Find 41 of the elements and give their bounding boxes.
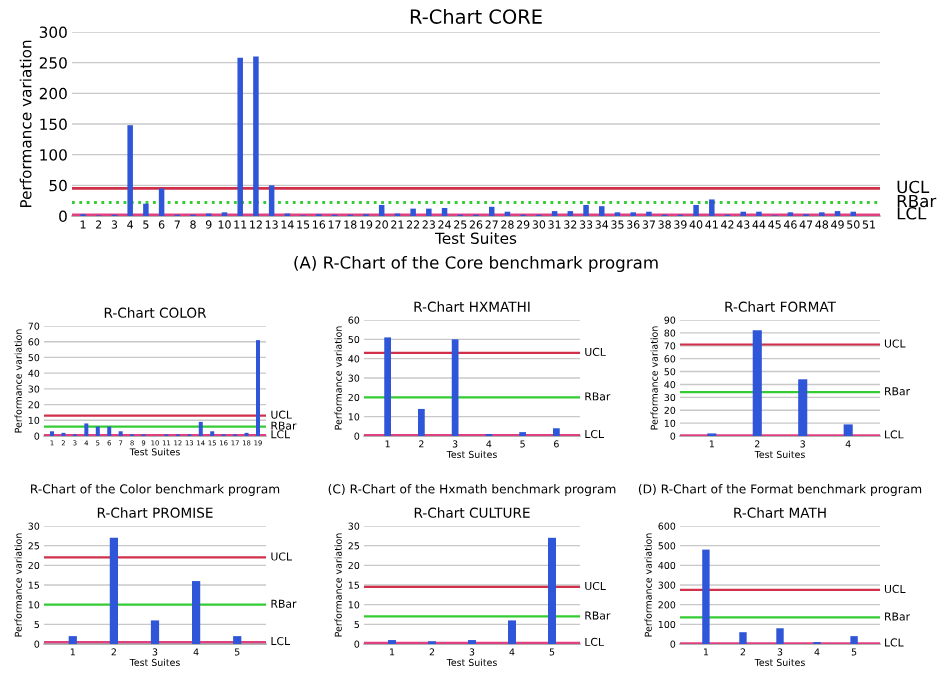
bar: [255, 340, 260, 436]
bar: [709, 199, 715, 216]
bar: [192, 581, 201, 644]
bar: [702, 549, 710, 644]
ref-line-label: LCL: [897, 207, 927, 220]
bar: [378, 204, 385, 216]
bar: [150, 620, 160, 644]
bar: [752, 330, 762, 436]
bar: [693, 204, 699, 216]
bar: [268, 185, 275, 216]
bar: [508, 620, 516, 644]
bar: [426, 208, 432, 216]
bar: [384, 337, 391, 436]
bar: [143, 203, 149, 216]
chart-title: R-Chart CORE: [410, 8, 542, 24]
bar: [850, 636, 858, 644]
bar: [776, 628, 784, 644]
bar: [798, 379, 808, 436]
bar: [599, 206, 605, 216]
bar: [253, 56, 259, 216]
bar: [843, 424, 853, 436]
text: (A) R-Chart of the Core benchmark program: [294, 255, 658, 273]
bar: [68, 636, 77, 644]
bar: [233, 636, 242, 644]
bar: [127, 125, 133, 216]
bar: [548, 537, 556, 644]
bar: [158, 188, 165, 216]
ref-line-label: UCL: [897, 180, 930, 194]
bar: [198, 421, 203, 436]
bar: [109, 537, 118, 644]
bar: [95, 426, 100, 436]
bar: [583, 204, 589, 216]
bar: [418, 408, 425, 436]
bar: [410, 208, 416, 216]
bar: [441, 208, 448, 216]
bar: [107, 426, 112, 436]
bar: [237, 57, 243, 216]
ref-line-label: RBar: [897, 194, 937, 208]
bar: [553, 428, 560, 436]
bar: [739, 632, 747, 644]
bar: [84, 423, 89, 436]
